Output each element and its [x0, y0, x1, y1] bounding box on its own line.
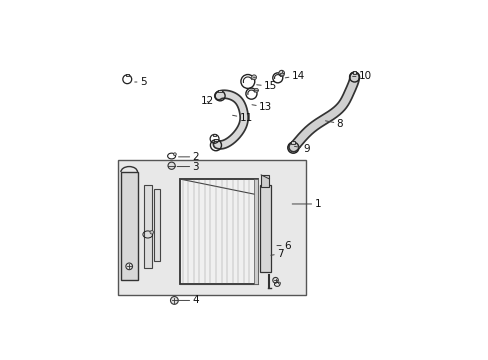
Bar: [352, 71, 356, 73]
Text: 5: 5: [135, 77, 146, 87]
Text: 2: 2: [178, 152, 199, 162]
Text: 9: 9: [294, 144, 309, 153]
Bar: [214, 139, 218, 141]
Circle shape: [251, 75, 256, 80]
Bar: [180, 179, 257, 284]
Circle shape: [173, 153, 176, 156]
Bar: [213, 134, 216, 136]
Text: 3: 3: [177, 162, 199, 172]
Circle shape: [278, 282, 280, 284]
Bar: [259, 185, 270, 272]
Text: 11: 11: [232, 113, 252, 123]
Circle shape: [168, 162, 175, 169]
Circle shape: [170, 297, 178, 304]
Circle shape: [280, 73, 284, 77]
Text: 6: 6: [276, 240, 290, 251]
Circle shape: [125, 263, 132, 270]
Bar: [117, 159, 305, 296]
Text: 7: 7: [270, 249, 283, 259]
Bar: [125, 74, 128, 76]
Bar: [254, 179, 257, 284]
Text: 14: 14: [285, 71, 304, 81]
Bar: [261, 175, 269, 187]
Text: 13: 13: [251, 102, 272, 112]
Bar: [154, 189, 160, 261]
Circle shape: [150, 230, 153, 234]
Text: 12: 12: [200, 96, 214, 107]
Circle shape: [278, 70, 284, 76]
Circle shape: [272, 278, 278, 283]
Bar: [121, 172, 137, 280]
Text: 8: 8: [325, 118, 343, 129]
Bar: [143, 185, 151, 268]
Text: 15: 15: [256, 81, 277, 91]
Text: 1: 1: [292, 199, 320, 209]
Text: 10: 10: [352, 72, 371, 81]
Bar: [291, 141, 295, 144]
Text: 4: 4: [177, 296, 199, 305]
Circle shape: [254, 89, 258, 92]
Bar: [218, 90, 222, 93]
